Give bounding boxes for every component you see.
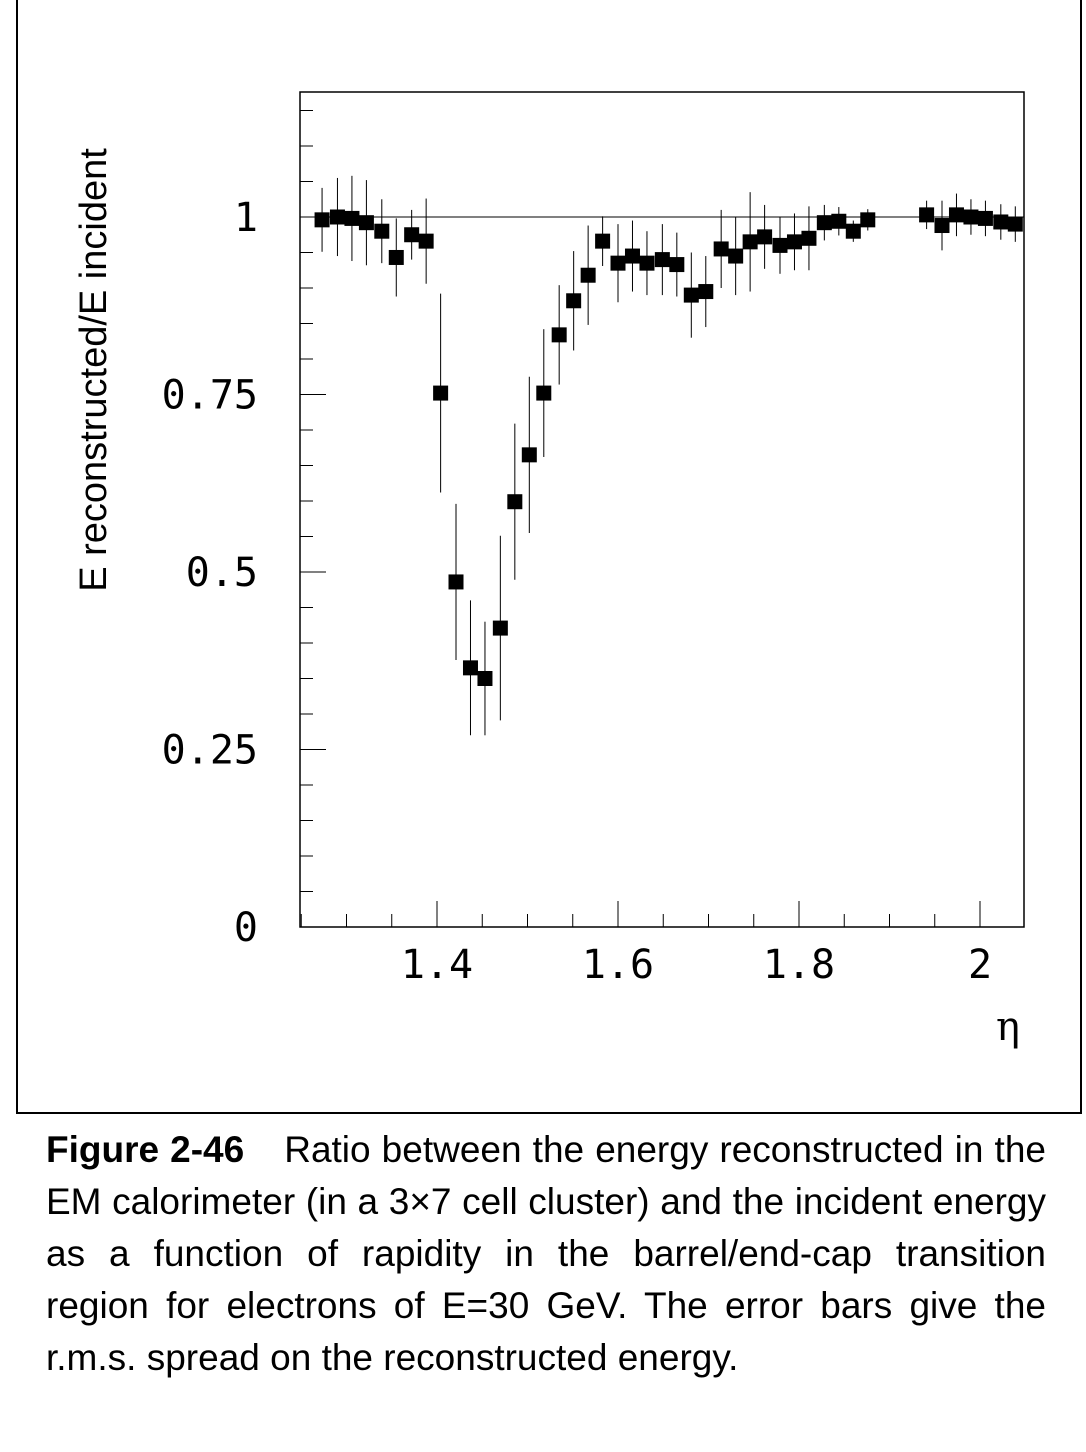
data-point <box>580 267 596 283</box>
data-point <box>831 213 847 229</box>
data-point <box>654 252 670 268</box>
data-point <box>845 223 861 239</box>
data-point <box>388 249 404 265</box>
data-point <box>492 620 508 636</box>
y-tick-label: 0.5 <box>186 550 258 596</box>
data-point <box>314 212 330 228</box>
x-tick-label: 1.8 <box>763 942 835 988</box>
x-tick-label: 2 <box>968 942 992 988</box>
data-point <box>977 210 993 226</box>
data-point <box>919 207 935 223</box>
data-point <box>329 209 345 225</box>
plot-frame <box>299 91 1025 928</box>
caption-text: Ratio between the energy reconstructed i… <box>46 1129 1046 1378</box>
y-axis-label: E reconstructed/E incident <box>73 148 115 592</box>
data-marks-group <box>300 175 1024 736</box>
data-point <box>786 234 802 250</box>
y-tick-label: 0.25 <box>162 728 258 774</box>
data-point <box>477 671 493 686</box>
data-point <box>934 218 950 234</box>
data-point <box>551 327 567 343</box>
data-point <box>433 385 449 401</box>
data-point <box>448 574 464 590</box>
caption-label: Figure 2-46 <box>46 1129 245 1170</box>
data-point <box>507 494 523 510</box>
data-point <box>566 293 582 309</box>
data-point <box>801 230 817 246</box>
data-point <box>610 255 626 271</box>
y-tick-label: 0 <box>234 905 258 951</box>
data-point <box>816 215 832 231</box>
data-point <box>963 209 979 225</box>
data-point <box>993 214 1009 230</box>
data-point <box>462 660 478 676</box>
data-point <box>639 255 655 271</box>
data-point <box>948 207 964 223</box>
data-point <box>358 215 374 231</box>
data-point <box>521 447 537 463</box>
data-point <box>418 233 434 249</box>
data-point <box>624 248 640 264</box>
data-point <box>595 233 611 249</box>
data-point <box>374 223 390 239</box>
data-point <box>860 212 876 228</box>
data-point <box>772 237 788 253</box>
data-point <box>344 210 360 226</box>
figure-caption: Figure 2-46 Ratio between the energy reco… <box>46 1124 1046 1384</box>
y-tick-label: 1 <box>234 195 258 241</box>
data-point <box>728 248 744 264</box>
figure-frame <box>16 0 1082 1114</box>
data-point <box>698 284 714 300</box>
data-point <box>536 385 552 401</box>
plot-frame-group: 0 0.25 0.5 0.75 1 1.4 1.6 1.8 2 <box>162 91 1025 988</box>
data-point <box>1007 216 1023 232</box>
x-axis-label: η <box>996 1004 1020 1050</box>
data-point <box>742 234 758 250</box>
data-point <box>683 287 699 303</box>
data-point <box>713 241 729 257</box>
data-point <box>404 227 420 243</box>
x-tick-label: 1.4 <box>401 942 473 988</box>
y-tick-label: 0.75 <box>162 373 258 419</box>
data-point <box>757 229 773 245</box>
data-point <box>669 257 685 273</box>
chart: 0 0.25 0.5 0.75 1 1.4 1.6 1.8 2 E reconstructed/… <box>73 91 1025 1050</box>
x-tick-label: 1.6 <box>582 942 654 988</box>
